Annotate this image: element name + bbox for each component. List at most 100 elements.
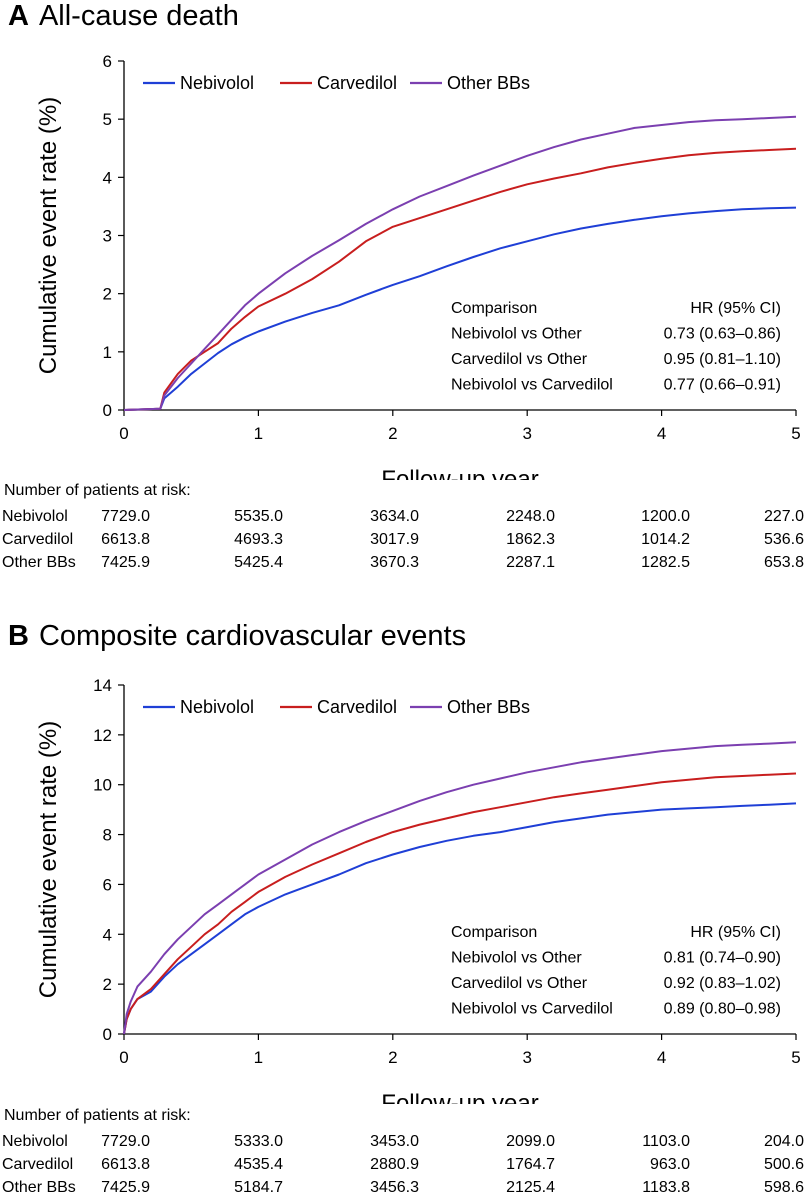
panel-a-legend-label: Carvedilol: [317, 73, 397, 93]
panel-b-x-tick-label: 0: [119, 1048, 128, 1067]
panel-a-x-tick-label: 3: [522, 424, 531, 443]
panel-a-y-tick-label: 2: [103, 285, 112, 304]
panel-a-series-line-carvedilol: [123, 147, 797, 411]
panel-b-y-tick-label: 6: [103, 875, 112, 894]
panel-b-x-tick-label: 2: [388, 1048, 397, 1067]
panel-b-at-risk-value: 500.6: [763, 1156, 804, 1173]
panel-b-series-line-nebivolol: [123, 802, 797, 1035]
panel-a-at-risk-value: 227.0: [763, 508, 804, 525]
panel-b-at-risk-value: 1764.7: [506, 1156, 555, 1173]
panel-b-y-tick-label: 10: [93, 776, 112, 795]
panel-a-hr-value: 0.95 (0.81–1.10): [664, 351, 781, 368]
panel-b-hr-comparison: Carvedilol vs Other: [451, 975, 588, 992]
panel-a-at-risk-row: Nebivolol 7729.0 5535.0 3634.0 2248.0 1200.0 2…: [0, 508, 805, 530]
panel-b-x-tick-label: 3: [522, 1048, 531, 1067]
panel-a-legend-label: Other BBs: [447, 73, 530, 93]
panel-a-y-axis-label: Cumulative event rate (%): [35, 97, 62, 374]
panel-b-y-tick-label: 14: [93, 676, 112, 695]
panel-b-at-risk-value: 4535.4: [234, 1156, 283, 1173]
panel-a-hr-header-ci: HR (95% CI): [690, 300, 781, 317]
panel-a-x-tick-label: 0: [119, 424, 128, 443]
panel-b-at-risk-value: 2880.9: [370, 1156, 419, 1173]
panel-a-x-axis-label: Follow-up year: [381, 466, 538, 480]
panel-a-at-risk-group: Nebivolol: [2, 508, 68, 525]
panel-b-at-risk-value: 1103.0: [642, 1133, 690, 1150]
panel-a-at-risk-row: Other BBs 7425.9 5425.4 3670.3 2287.1 1282.5 6…: [0, 554, 805, 576]
panel-a-at-risk-value: 7729.0: [101, 508, 150, 525]
panel-b-x-axis-label: Follow-up year: [381, 1090, 538, 1104]
panel-b-at-risk-title: Number of patients at risk:: [4, 1107, 191, 1124]
panel-a-letter: A: [8, 0, 29, 32]
panel-a-at-risk-value: 3017.9: [370, 531, 419, 548]
panel-a-chart: 0 1 2 3 4 5 6 0 1 2 3 4 5 Follow-up year Cumulative ev…: [35, 52, 801, 480]
panel-b-at-risk-value: 598.6: [763, 1179, 804, 1196]
panel-a-x-tick-label: 4: [657, 424, 666, 443]
panel-b-series-line-other-bbs: [123, 741, 797, 1035]
panel-a-at-risk-value: 4693.3: [234, 531, 283, 548]
panel-b-at-risk-value: 3456.3: [370, 1179, 419, 1196]
panel-a-at-risk-value: 653.8: [763, 554, 804, 571]
panel-a-title: All-cause death: [38, 0, 239, 32]
panel-a-hr-header-comparison: Comparison: [451, 300, 537, 317]
panel-a-at-risk-value: 2287.1: [506, 554, 555, 571]
panel-a-at-risk-value: 1862.3: [506, 531, 555, 548]
panel-b-at-risk-value: 5333.0: [234, 1133, 283, 1150]
panel-a-at-risk-group: Other BBs: [2, 554, 76, 571]
panel-b-hr-comparison: Nebivolol vs Other: [451, 950, 582, 967]
panel-b-series-line-carvedilol: [123, 772, 797, 1035]
panel-a-series-line-other-bbs: [123, 115, 797, 411]
panel-a-hr-value: 0.77 (0.66–0.91): [664, 377, 781, 394]
panel-a-at-risk-value: 1200.0: [641, 508, 690, 525]
panel-b-y-tick-label: 12: [93, 726, 112, 745]
panel-a-hr-comparison: Carvedilol vs Other: [451, 351, 588, 368]
panel-a-series-line-nebivolol: [123, 206, 797, 411]
panel-a-y-tick-label: 0: [103, 401, 112, 420]
panel-a-y-tick-label: 6: [103, 52, 112, 71]
panel-b-hr-comparison: Nebivolol vs Carvedilol: [451, 1001, 613, 1018]
panel-b-x-tick-label: 4: [657, 1048, 666, 1067]
panel-b-legend-label: Carvedilol: [317, 697, 397, 717]
panel-b-y-tick-label: 2: [103, 975, 112, 994]
panel-b-at-risk-value: 7425.9: [101, 1179, 150, 1196]
panel-b-at-risk-value: 5184.7: [234, 1179, 283, 1196]
panel-b-x-tick-label: 5: [791, 1048, 800, 1067]
panel-a-y-tick-label: 4: [103, 168, 112, 187]
panel-b-at-risk-value: 963.0: [649, 1156, 690, 1173]
panel-a-at-risk-value: 5535.0: [234, 508, 283, 525]
panel-a-at-risk-row: Carvedilol 6613.8 4693.3 3017.9 1862.3 1014.2…: [0, 531, 805, 553]
panel-b-y-tick-label: 0: [103, 1025, 112, 1044]
panel-a-at-risk-group: Carvedilol: [2, 531, 74, 548]
panel-a-heading: A All-cause death: [8, 0, 239, 33]
panel-b-hr-header-ci: HR (95% CI): [690, 924, 781, 941]
panel-a-x-tick-label: 5: [791, 424, 800, 443]
panel-b-y-tick-label: 8: [103, 826, 112, 845]
panel-b-letter: B: [8, 620, 29, 652]
panel-a-hr-comparison: Nebivolol vs Other: [451, 326, 582, 343]
panel-a-at-risk-value: 1014.2: [641, 531, 690, 548]
panel-a-at-risk-title: Number of patients at risk:: [4, 482, 191, 499]
panel-a-at-risk-value: 536.6: [763, 531, 804, 548]
panel-a-y-tick-label: 3: [103, 227, 112, 246]
panel-a-at-risk-value: 6613.8: [101, 531, 150, 548]
panel-b-hr-value: 0.89 (0.80–0.98): [664, 1001, 781, 1018]
panel-a-hr-comparison: Nebivolol vs Carvedilol: [451, 377, 613, 394]
panel-b-at-risk-row: Other BBs 7425.9 5184.7 3456.3 2125.4 1183.8 5…: [0, 1179, 805, 1201]
panel-b-at-risk-row: Nebivolol 7729.0 5333.0 3453.0 2099.0 1103.0 2…: [0, 1133, 805, 1155]
panel-a-x-tick-label: 2: [388, 424, 397, 443]
panel-a-at-risk-value: 2248.0: [506, 508, 555, 525]
panel-a-legend-label: Nebivolol: [180, 73, 254, 93]
panel-b-legend-label: Other BBs: [447, 697, 530, 717]
panel-a-at-risk-value: 5425.4: [234, 554, 283, 571]
panel-b-y-axis-label: Cumulative event rate (%): [35, 721, 62, 998]
panel-b-at-risk-group: Nebivolol: [2, 1133, 68, 1150]
panel-b-legend-label: Nebivolol: [180, 697, 254, 717]
panel-b-at-risk-value: 6613.8: [101, 1156, 150, 1173]
panel-b-hr-header-comparison: Comparison: [451, 924, 537, 941]
panel-b-at-risk-group: Carvedilol: [2, 1156, 74, 1173]
panel-b-hr-value: 0.92 (0.83–1.02): [664, 975, 781, 992]
panel-b-at-risk-value: 1183.8: [642, 1179, 690, 1196]
panel-a-at-risk-value: 7425.9: [101, 554, 150, 571]
panel-a-at-risk-value: 3634.0: [370, 508, 419, 525]
panel-b-at-risk-group: Other BBs: [2, 1179, 76, 1196]
